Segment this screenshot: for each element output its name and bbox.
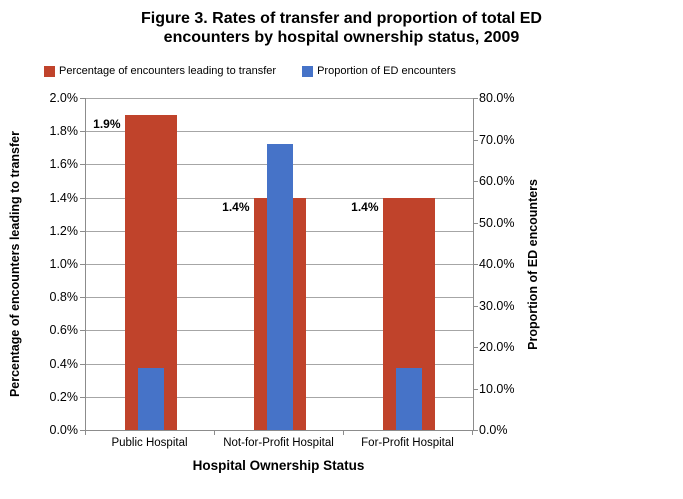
right-axis-tick-label: 0.0% [479, 423, 508, 437]
left-axis-tick-label: 1.4% [49, 190, 79, 205]
category-label: Public Hospital [111, 437, 188, 449]
data-label: 1.4% [222, 199, 250, 214]
left-axis-tick-label: 0.4% [49, 356, 79, 371]
bar-ed-encounters [137, 367, 164, 430]
x-axis-tickmark [214, 431, 215, 435]
right-axis-tick-label: 30.0% [479, 298, 515, 313]
gridline [86, 98, 473, 99]
legend-item-transfer: Percentage of encounters leading to tran… [44, 65, 276, 77]
right-axis-tickmark [473, 264, 478, 265]
right-axis-tick-label: 80.0% [479, 91, 515, 105]
left-axis-tick-label: 0.2% [49, 389, 79, 404]
right-axis-tickmark [473, 140, 478, 141]
right-axis-tickmark [473, 98, 478, 99]
left-axis-tick-label: 1.0% [49, 257, 79, 271]
x-axis-tickmark [85, 431, 86, 435]
chart-title-line-2: encounters by hospital ownership status,… [163, 29, 520, 46]
data-label: 1.4% [351, 199, 379, 214]
left-axis-tick-label: 0.6% [49, 323, 79, 338]
x-axis-tickmark [472, 431, 473, 435]
legend-item-ed-encounters: Proportion of ED encounters [302, 65, 456, 77]
left-axis-tick-label: 1.6% [49, 157, 79, 172]
bar-ed-encounters [266, 143, 293, 430]
left-axis-tick-label: 0.8% [49, 290, 79, 305]
right-axis-tickmark [473, 181, 478, 182]
right-axis-tick-label: 20.0% [479, 340, 515, 354]
left-axis-tickmark [80, 164, 85, 165]
right-axis-tick-label: 10.0% [479, 381, 515, 396]
right-axis-tickmark [473, 430, 478, 431]
category-label: Not-for-Profit Hospital [223, 437, 334, 449]
left-axis-title: Percentage of encounters leading to tran… [8, 130, 22, 398]
chart-title: Figure 3. Rates of transfer and proporti… [0, 9, 683, 47]
left-axis-tickmark [80, 397, 85, 398]
legend-label-transfer: Percentage of encounters leading to tran… [59, 65, 277, 77]
left-axis-tickmark [80, 131, 85, 132]
right-axis-tick-label: 60.0% [479, 174, 515, 188]
x-axis-title: Hospital Ownership Status [192, 458, 365, 473]
left-axis-tick-label: 2.0% [49, 91, 79, 105]
left-axis-tick-label: 1.2% [49, 223, 79, 238]
right-axis-tick-label: 50.0% [479, 215, 515, 230]
gridline [86, 131, 473, 132]
x-axis-tickmark [343, 431, 344, 435]
right-axis-tickmark [473, 347, 478, 348]
right-axis-tick-label: 70.0% [479, 132, 515, 147]
left-axis-tick-label: 1.8% [49, 124, 79, 139]
category-label: For-Profit Hospital [361, 437, 454, 449]
right-axis-tick-label: 40.0% [479, 257, 515, 271]
legend-swatch-red [44, 65, 55, 77]
bar-ed-encounters [395, 367, 422, 430]
right-axis-tickmark [473, 223, 478, 224]
legend: Percentage of encounters leading to tran… [44, 65, 456, 77]
left-axis-tick-label: 0.0% [49, 423, 79, 437]
legend-swatch-blue [302, 65, 314, 77]
left-axis-tickmark [80, 364, 85, 365]
right-axis-tickmark [473, 389, 478, 390]
chart-title-line-1: Figure 3. Rates of transfer and proporti… [141, 10, 542, 27]
right-axis-tickmark [473, 306, 478, 307]
legend-label-ed-encounters: Proportion of ED encounters [317, 65, 456, 77]
data-label: 1.9% [93, 116, 121, 131]
left-axis-tickmark [80, 198, 85, 199]
left-axis-tickmark [80, 98, 85, 99]
left-axis-tickmark [80, 430, 85, 431]
left-axis-tickmark [80, 231, 85, 232]
plot-area: 1.9% 1.4% 1.4% [85, 98, 474, 431]
left-axis-tickmark [80, 330, 85, 331]
left-axis-tickmark [80, 264, 85, 265]
left-axis-tickmark [80, 297, 85, 298]
